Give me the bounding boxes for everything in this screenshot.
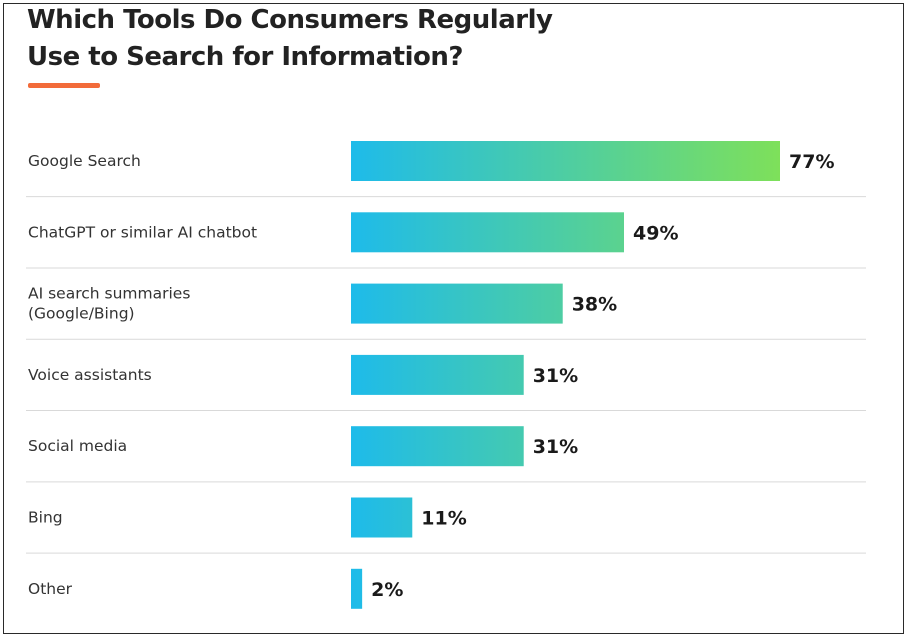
row-dividers xyxy=(26,196,866,554)
bar-4 xyxy=(351,426,524,467)
bar-6 xyxy=(351,568,363,609)
category-label-4-0: Social media xyxy=(28,437,127,455)
value-label-3: 31% xyxy=(533,365,578,387)
bar-2 xyxy=(351,283,563,324)
bars xyxy=(351,141,780,609)
value-label-4: 31% xyxy=(533,436,578,458)
category-label-1-0: ChatGPT or similar AI chatbot xyxy=(28,223,257,241)
value-label-5: 11% xyxy=(421,508,466,530)
value-label-1: 49% xyxy=(633,222,678,244)
chart-title: Which Tools Do Consumers Regularly Use t… xyxy=(27,2,553,76)
bar-1 xyxy=(351,212,624,253)
chart-title-line-1: Which Tools Do Consumers Regularly xyxy=(27,5,553,35)
category-label-5-0: Bing xyxy=(28,509,63,527)
category-label-0-0: Google Search xyxy=(28,152,141,170)
value-label-0: 77% xyxy=(789,151,834,173)
bar-3 xyxy=(351,354,524,395)
value-label-6: 2% xyxy=(371,579,403,601)
category-label-3-0: Voice assistants xyxy=(28,366,152,384)
bar-0 xyxy=(351,141,780,181)
value-labels: 77% 49% 38% 31% 31% 11% 2% xyxy=(371,151,834,601)
category-label-2-0: AI search summaries xyxy=(28,285,190,303)
category-label-2-1: (Google/Bing) xyxy=(28,305,135,323)
value-label-2: 38% xyxy=(572,294,617,316)
title-accent-underline xyxy=(28,83,100,88)
chart-title-line-2: Use to Search for Information? xyxy=(27,42,463,72)
category-label-6-0: Other xyxy=(28,580,73,598)
category-labels: Google Search ChatGPT or similar AI chatb… xyxy=(28,152,257,598)
bar-5 xyxy=(351,497,413,538)
